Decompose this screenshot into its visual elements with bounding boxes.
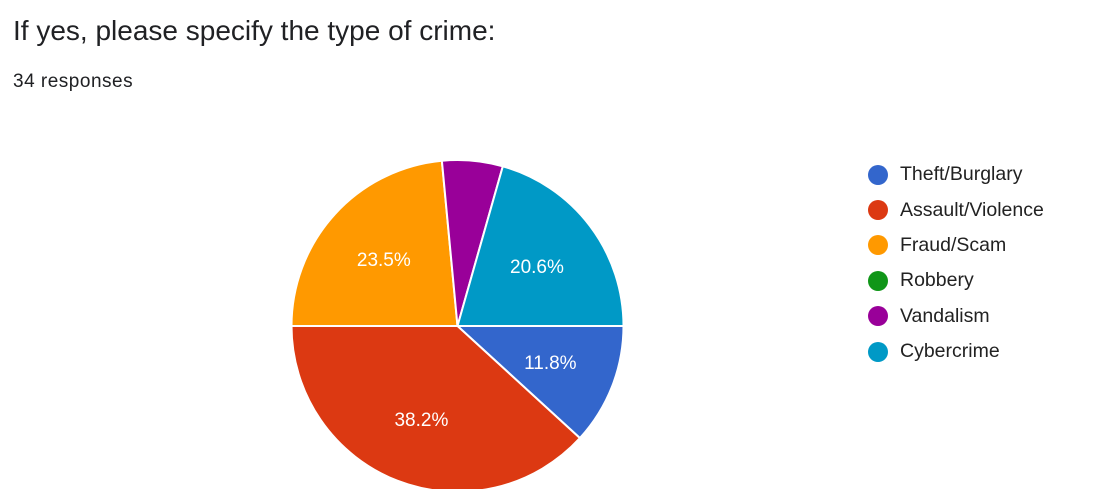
pie-slice-fraud-scam[interactable]	[290, 159, 459, 327]
legend-label: Fraud/Scam	[900, 233, 1007, 256]
slice-label-theft-burglary: 11.8%	[524, 353, 577, 374]
legend-item-fraud-scam[interactable]: Fraud/Scam	[868, 228, 1044, 263]
legend-swatch	[868, 270, 888, 291]
legend-item-robbery[interactable]: Robbery	[868, 263, 1044, 298]
pie-slice-cybercrime[interactable]	[456, 165, 625, 327]
pie-slice-assault-violence[interactable]	[290, 325, 582, 489]
slice-label-fraud-scam: 23.5%	[357, 250, 411, 271]
legend-label: Assault/Violence	[900, 198, 1044, 221]
chart-legend: Theft/Burglary Assault/Violence Fraud/Scam…	[868, 157, 1044, 369]
legend-label: Cybercrime	[900, 340, 1000, 363]
legend-swatch	[868, 306, 888, 327]
legend-swatch	[868, 164, 888, 185]
legend-label: Robbery	[900, 269, 974, 292]
legend-swatch	[868, 235, 888, 256]
slice-label-assault-violence: 38.2%	[394, 410, 448, 431]
legend-label: Vandalism	[900, 304, 990, 327]
legend-item-cybercrime[interactable]: Cybercrime	[868, 334, 1044, 369]
legend-item-vandalism[interactable]: Vandalism	[868, 299, 1044, 334]
response-count: 34 responses	[13, 71, 134, 92]
legend-item-theft-burglary[interactable]: Theft/Burglary	[868, 157, 1044, 192]
pie-slice-theft-burglary[interactable]	[454, 325, 625, 440]
legend-swatch	[868, 341, 888, 362]
question-title: If yes, please specify the type of crime…	[13, 15, 496, 46]
legend-swatch	[868, 200, 888, 221]
slice-label-cybercrime: 20.6%	[510, 257, 564, 278]
legend-label: Theft/Burglary	[900, 163, 1023, 186]
legend-item-assault-violence[interactable]: Assault/Violence	[868, 192, 1044, 227]
